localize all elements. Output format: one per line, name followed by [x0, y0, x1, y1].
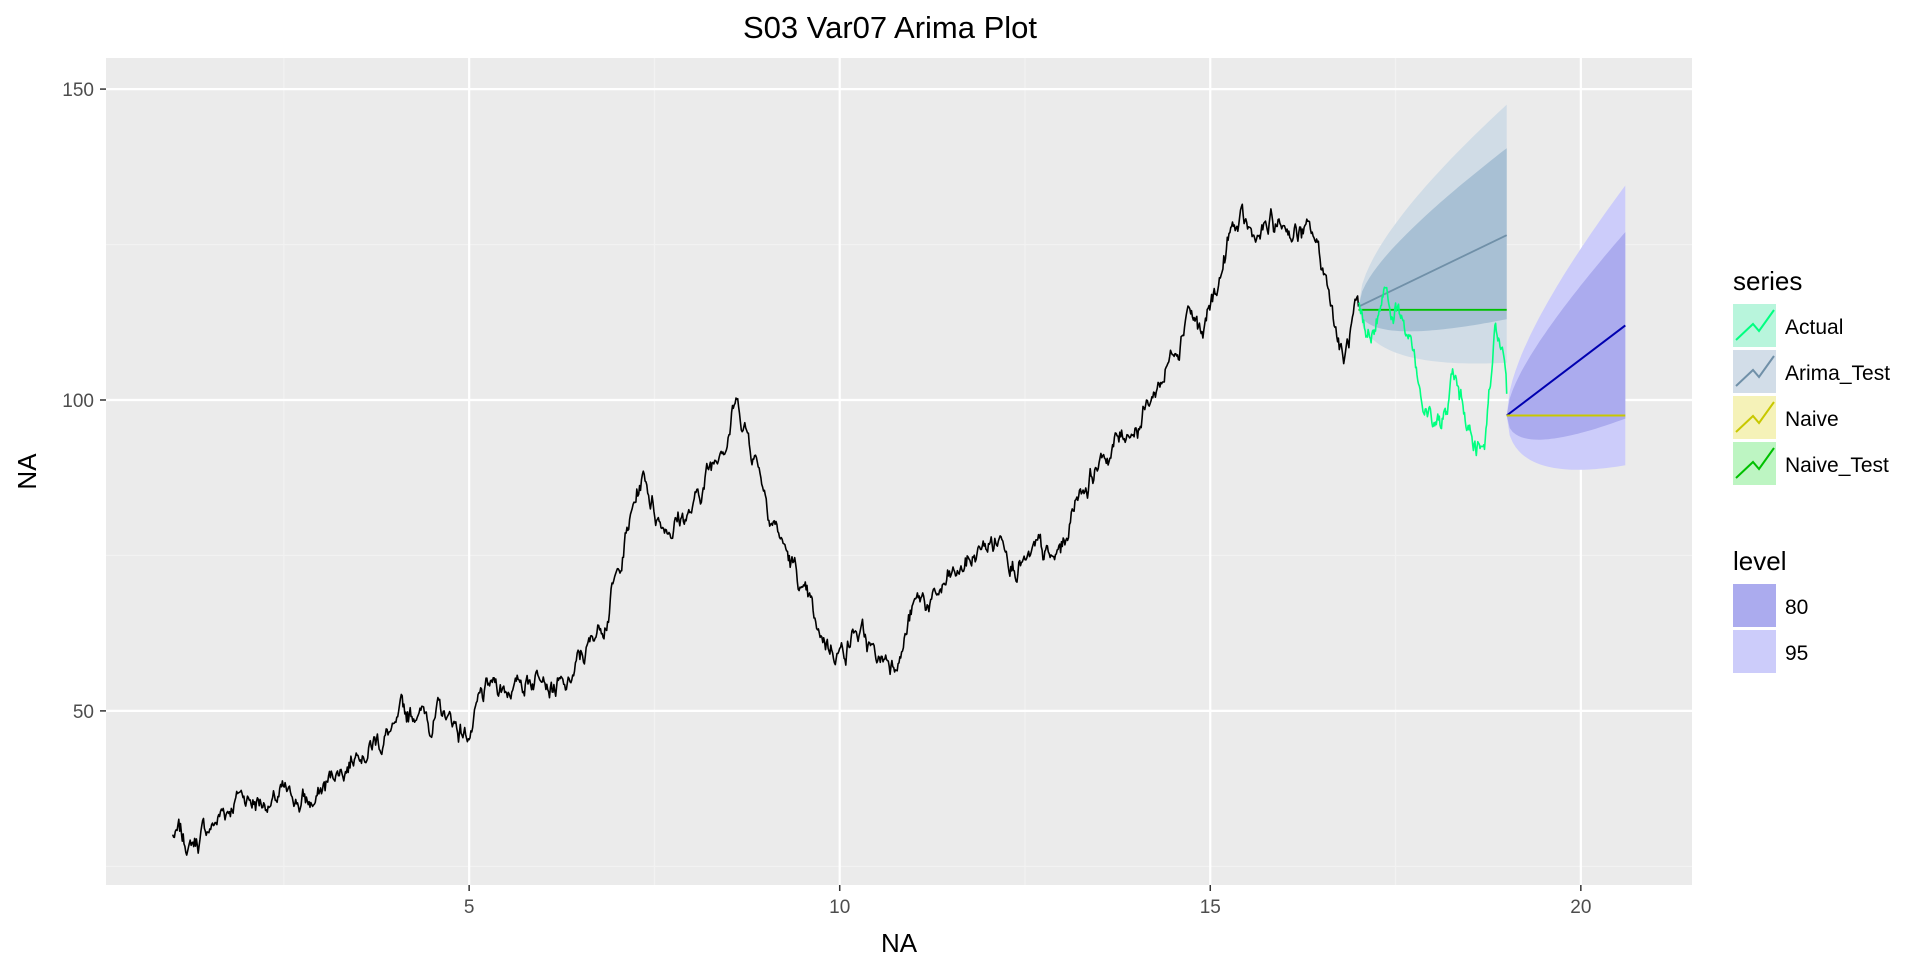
series-lines [171, 203, 1626, 856]
forecast-mean-line [1506, 324, 1626, 417]
legend-series-title: series [1733, 266, 1802, 296]
x-tick-label: 20 [1570, 897, 1591, 918]
legend-label-level-95: 95 [1785, 642, 1808, 665]
forecast-band-80 [1506, 232, 1626, 440]
x-tick-label: 5 [464, 897, 475, 918]
legend-level-title: level [1733, 546, 1786, 576]
actual-series-line [1357, 286, 1508, 457]
y-tick-label: 150 [62, 80, 94, 101]
chart-title: S03 Var07 Arima Plot [743, 10, 1037, 45]
arima-test-band-80 [1358, 148, 1507, 332]
grid-major [106, 58, 1692, 885]
legend-key-line-arima_test [1735, 355, 1775, 387]
y-tick-label: 100 [62, 391, 94, 412]
legend-label-actual: Actual [1785, 316, 1843, 339]
legend-key-level-80 [1733, 584, 1776, 627]
legend-label-naive_test: Naive_Test [1785, 454, 1889, 477]
legend-label-arima_test: Arima_Test [1785, 362, 1890, 385]
legend-key-line-actual [1735, 309, 1775, 341]
history-series-line [171, 203, 1360, 856]
y-axis-label: NA [12, 453, 42, 490]
x-axis-label: NA [881, 928, 918, 958]
y-tick-label: 50 [73, 702, 94, 723]
legend-key-line-naive_test [1735, 447, 1775, 479]
legend-label-naive: Naive [1785, 408, 1839, 431]
legend-label-level-80: 80 [1785, 596, 1808, 619]
x-tick-label: 10 [829, 897, 850, 918]
legend-key-line-naive [1735, 401, 1775, 433]
x-tick-label: 15 [1200, 897, 1221, 918]
legend: series level Actual Arima_Test Naive Naive_… [1733, 266, 1890, 673]
forecast-bands [1358, 104, 1626, 470]
x-axis: 5 10 15 20 [464, 885, 1591, 918]
legend-key-level-95 [1733, 630, 1776, 673]
y-axis: 50 100 150 [62, 80, 106, 723]
